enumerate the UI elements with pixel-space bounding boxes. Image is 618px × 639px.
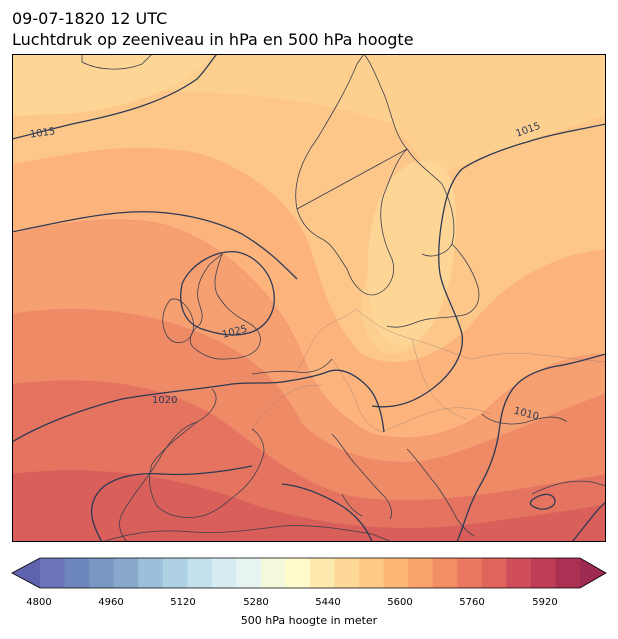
colorbar-tick-5440: 5440: [315, 597, 341, 608]
colorbar-segment: [383, 558, 409, 588]
colorbar-segment: [457, 558, 483, 588]
colorbar-segment: [40, 558, 66, 588]
colorbar-extend-high: [580, 558, 606, 588]
isobar-label-1020: 1020: [152, 395, 177, 406]
colorbar-tick-4960: 4960: [98, 597, 124, 608]
height-band-8: [12, 470, 606, 542]
height-band-2: [12, 54, 606, 354]
colorbar-segment: [555, 558, 581, 588]
colorbar-segment: [236, 558, 262, 588]
colorbar-segment: [432, 558, 458, 588]
weather-map: 1015 1015 1025 1020 1010: [12, 54, 606, 542]
height-band-1: [12, 54, 456, 346]
colorbar-tick-5760: 5760: [459, 597, 485, 608]
colorbar-tick-4800: 4800: [26, 597, 52, 608]
colorbar-segment: [260, 558, 286, 588]
isobar-1025-ring: [180, 250, 275, 336]
colorbar-segment: [285, 558, 311, 588]
colorbar-tick-5120: 5120: [170, 597, 196, 608]
colorbar-segment: [162, 558, 188, 588]
colorbar-segment: [530, 558, 556, 588]
map-title-description: Luchtdruk op zeeniveau in hPa en 500 hPa…: [12, 30, 414, 49]
colorbar-segment: [408, 558, 434, 588]
colorbar-segment: [211, 558, 237, 588]
colorbar-tick-5600: 5600: [387, 597, 413, 608]
colorbar-segment: [138, 558, 164, 588]
colorbar-segment: [113, 558, 139, 588]
isobar-label-1015-west: 1015: [29, 126, 56, 140]
colorbar-tick-5920: 5920: [532, 597, 558, 608]
colorbar-segment: [187, 558, 213, 588]
map-title-datetime: 09-07-1820 12 UTC: [12, 9, 168, 28]
colorbar-segment: [506, 558, 532, 588]
colorbar-tick-5280: 5280: [243, 597, 269, 608]
isobars: [12, 54, 606, 542]
colorbar-segment: [310, 558, 336, 588]
colorbar-outline: [11, 557, 607, 589]
colorbar-segment: [89, 558, 115, 588]
colorbar-segment: [359, 558, 385, 588]
country-borders: [251, 308, 606, 433]
colorbar-extend-low: [12, 558, 40, 588]
colorbar: [11, 557, 607, 589]
colorbar-segment: [334, 558, 360, 588]
colorbar-segment: [481, 558, 507, 588]
colorbar-segment: [64, 558, 90, 588]
colorbar-label: 500 hPa hoogte in meter: [240, 614, 378, 627]
